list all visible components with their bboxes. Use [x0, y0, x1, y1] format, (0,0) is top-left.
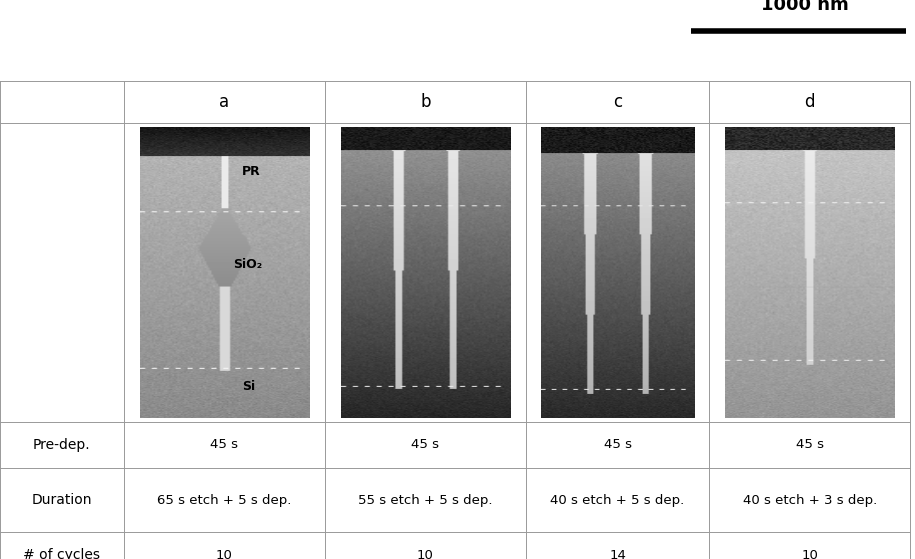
Text: 45 s: 45 s [412, 438, 439, 452]
Text: 1000 nm: 1000 nm [761, 0, 849, 14]
Text: b: b [420, 93, 431, 111]
Text: Pre-dep.: Pre-dep. [33, 438, 91, 452]
Text: Si: Si [242, 380, 255, 392]
Text: # of cycles: # of cycles [23, 548, 101, 559]
Text: 45 s: 45 s [796, 438, 824, 452]
Text: c: c [613, 93, 622, 111]
Text: 45 s: 45 s [210, 438, 238, 452]
Text: PR: PR [242, 165, 261, 178]
Text: 40 s etch + 3 s dep.: 40 s etch + 3 s dep. [743, 494, 877, 506]
Text: 55 s etch + 5 s dep.: 55 s etch + 5 s dep. [359, 494, 492, 506]
Text: d: d [804, 93, 815, 111]
Text: 45 s: 45 s [604, 438, 631, 452]
Text: 40 s etch + 5 s dep.: 40 s etch + 5 s dep. [551, 494, 684, 506]
Text: SiO₂: SiO₂ [233, 258, 263, 271]
Text: 14: 14 [609, 548, 626, 559]
Text: 10: 10 [216, 548, 232, 559]
Text: Duration: Duration [31, 493, 92, 507]
Text: a: a [219, 93, 230, 111]
Text: 10: 10 [802, 548, 818, 559]
Text: 10: 10 [417, 548, 434, 559]
Text: 65 s etch + 5 s dep.: 65 s etch + 5 s dep. [157, 494, 291, 506]
